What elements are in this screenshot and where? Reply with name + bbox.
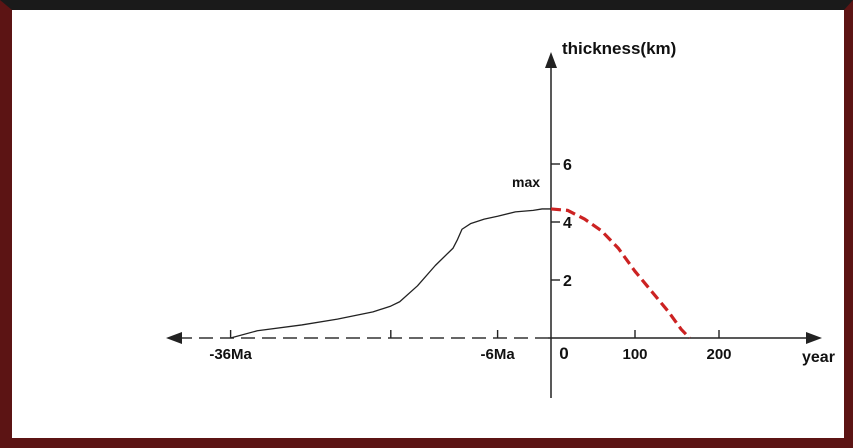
- y-tick-label: 6: [563, 157, 572, 174]
- thickness-line-future: [550, 207, 691, 340]
- x-tick-label: -36Ma: [209, 346, 252, 363]
- x-axis-left-arrow: [166, 332, 182, 344]
- y-axis-title: thickness(km): [562, 39, 676, 58]
- x-axis-right-arrow: [806, 332, 822, 344]
- x-axis-title: year: [802, 349, 835, 366]
- series-group: [230, 207, 691, 340]
- y-tick-label: 2: [563, 273, 572, 290]
- max-annotation: max: [512, 174, 540, 190]
- x-tick-label: -6Ma: [481, 346, 516, 363]
- y-axis-arrow: [545, 52, 557, 68]
- x-tick-label: 0: [559, 344, 568, 363]
- axis-ticks: -36Ma -6Ma 0 100 200 2 4 6: [209, 157, 731, 363]
- y-tick-label: 4: [563, 215, 572, 232]
- x-tick-label: 200: [706, 346, 731, 363]
- x-tick-label: 100: [622, 346, 647, 363]
- thickness-line-past: [230, 208, 551, 339]
